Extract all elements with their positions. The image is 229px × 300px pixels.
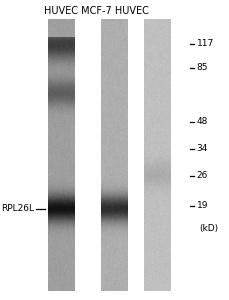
Text: 48: 48 — [196, 117, 207, 126]
Text: 26: 26 — [196, 171, 207, 180]
Text: HUVEC MCF-7 HUVEC: HUVEC MCF-7 HUVEC — [44, 5, 148, 16]
Text: 19: 19 — [196, 201, 207, 210]
Text: (kD): (kD) — [198, 224, 217, 232]
Text: 85: 85 — [196, 63, 207, 72]
Text: 117: 117 — [196, 39, 213, 48]
Text: 34: 34 — [196, 144, 207, 153]
Text: RPL26L: RPL26L — [1, 204, 34, 213]
